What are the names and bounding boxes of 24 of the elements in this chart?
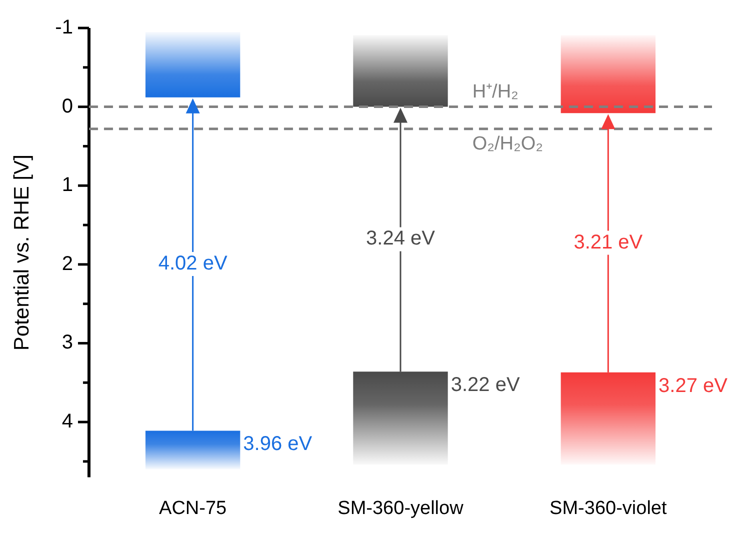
bar: [145, 32, 240, 98]
annotation: 3.21 eV: [574, 231, 644, 254]
bar: [560, 372, 656, 465]
annotation: 3.22 eV: [450, 374, 520, 396]
y-axis-title: Potential vs. RHE [V]: [10, 154, 34, 351]
ref-line-label: O₂/H₂O₂: [472, 134, 544, 155]
annotation: 3.27 eV: [658, 374, 728, 397]
y-tick-label: -1: [55, 16, 73, 39]
y-tick-label: 0: [62, 95, 73, 118]
x-tick-label: SM-360-yellow: [338, 498, 464, 519]
ref-line-label: H⁺/H₂: [472, 82, 518, 103]
y-tick-label: 2: [62, 252, 73, 275]
y-tick-label: 3: [62, 332, 73, 354]
y-tick-label: 1: [62, 174, 73, 196]
annotation: 3.24 eV: [366, 228, 436, 250]
bar: [145, 430, 240, 470]
annotation: 3.96 eV: [243, 433, 313, 456]
x-tick-label: ACN-75: [159, 498, 227, 519]
annotation: 4.02 eV: [158, 252, 228, 275]
x-tick-label: SM-360-violet: [550, 498, 668, 519]
bar: [353, 35, 448, 107]
bar: [560, 35, 656, 114]
y-tick-label: 4: [62, 410, 73, 433]
bar: [353, 372, 448, 465]
